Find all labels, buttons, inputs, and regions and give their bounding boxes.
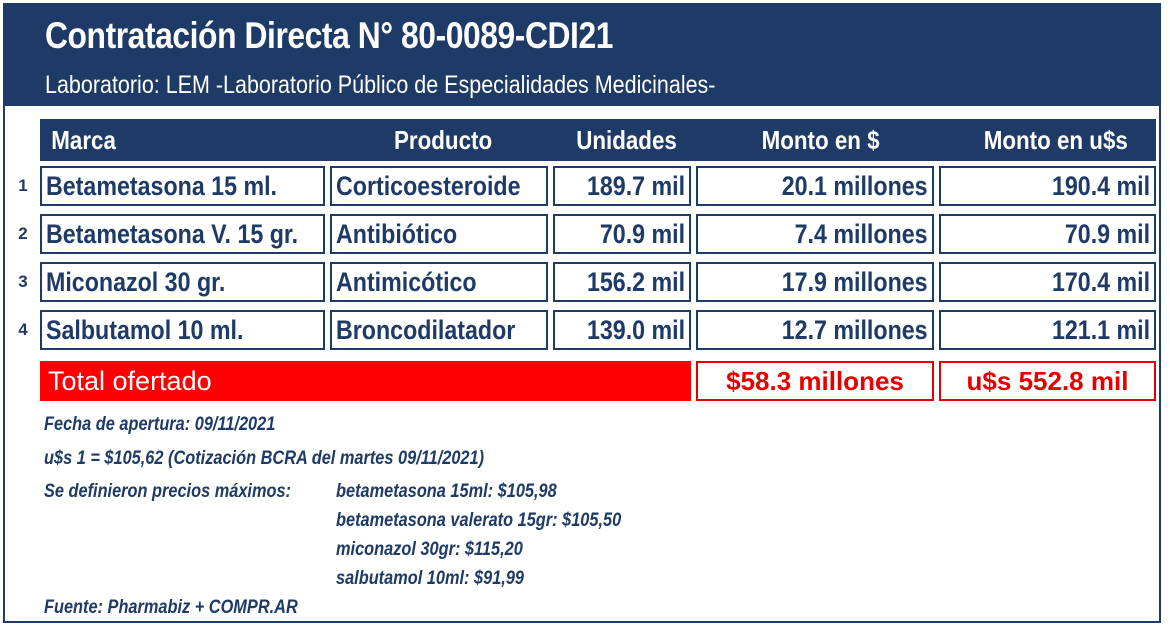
table-cell-marca: Betametasona V. 15 gr. [40,214,325,254]
table-cell-producto: Antimicótico [330,262,548,302]
table-cell-monto-usd: 170.4 mil [939,262,1156,302]
column-header-producto: Producto [393,125,493,155]
table-cell-monto-usd: 70.9 mil [939,214,1156,254]
row-number: 3 [18,272,28,291]
table-cell-unidades: 139.0 mil [553,310,691,350]
total-usd: u$s 552.8 mil [939,361,1156,401]
row-number: 2 [18,224,28,243]
row-number: 1 [18,176,28,195]
column-header-monto-pesos: Monto en $ [761,125,880,155]
table-cell-producto: Broncodilatador [330,310,548,350]
precio-maximo-item: betametasona 15ml: $105,98 [336,481,557,502]
table-header-band [40,119,1156,161]
fecha-apertura: Fecha de apertura: 09/11/2021 [44,414,276,435]
table-cell-unidades: 70.9 mil [553,214,691,254]
cotizacion-note: u$s 1 = $105,62 (Cotización BCRA del mar… [44,448,485,469]
table-cell-marca: Salbutamol 10 ml. [40,310,325,350]
table-cell-marca: Miconazol 30 gr. [40,262,325,302]
table-cell-producto: Corticoesteroide [330,166,548,206]
precio-maximo-item: miconazol 30gr: $115,20 [336,539,523,560]
table-cell-monto-pesos: 20.1 millones [696,166,934,206]
total-label: Total ofertado [40,361,691,401]
precios-maximos-label: Se definieron precios máximos: [44,481,291,502]
page-title: Contratación Directa N° 80-0089-CDI21 [45,15,614,56]
table-cell-monto-pesos: 7.4 millones [696,214,934,254]
column-header-monto-usd: Monto en u$s [983,125,1128,155]
table-cell-monto-pesos: 17.9 millones [696,262,934,302]
column-header-marca: Marca [51,125,116,155]
table-cell-monto-usd: 190.4 mil [939,166,1156,206]
fuente-note: Fuente: Pharmabiz + COMPR.AR [44,597,298,618]
row-number: 4 [18,320,28,339]
table-cell-monto-usd: 121.1 mil [939,310,1156,350]
table-cell-producto: Antibiótico [330,214,548,254]
table-cell-marca: Betametasona 15 ml. [40,166,325,206]
table-cell-monto-pesos: 12.7 millones [696,310,934,350]
precio-maximo-item: salbutamol 10ml: $91,99 [336,568,525,589]
page-subtitle: Laboratorio: LEM -Laboratorio Público de… [45,71,716,99]
header-banner: Contratación Directa N° 80-0089-CDI21 La… [3,3,1161,106]
table-cell-unidades: 156.2 mil [553,262,691,302]
precio-maximo-item: betametasona valerato 15gr: $105,50 [336,510,622,531]
table-cell-unidades: 189.7 mil [553,166,691,206]
total-pesos: $58.3 millones [696,361,934,401]
column-header-unidades: Unidades [576,125,677,155]
